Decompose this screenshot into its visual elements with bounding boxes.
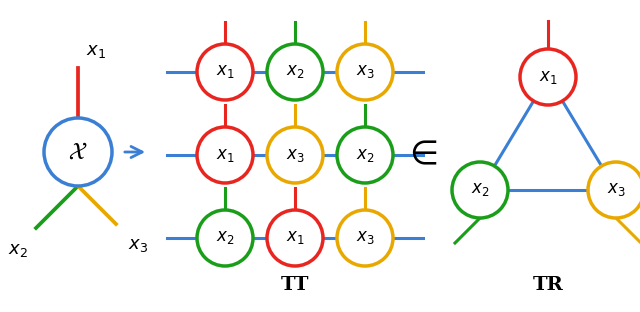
Text: $x_2$: $x_2$	[471, 182, 489, 198]
Circle shape	[337, 210, 393, 266]
Text: $x_3$: $x_3$	[356, 230, 374, 246]
Text: $x_1$: $x_1$	[285, 230, 305, 246]
Text: $x_1$: $x_1$	[216, 64, 234, 80]
Circle shape	[267, 127, 323, 183]
Circle shape	[267, 44, 323, 100]
Text: $x_3$: $x_3$	[607, 182, 625, 198]
Circle shape	[197, 210, 253, 266]
Circle shape	[44, 118, 112, 186]
Circle shape	[197, 44, 253, 100]
Text: $\in$: $\in$	[403, 139, 437, 171]
Text: $x_2$: $x_2$	[356, 147, 374, 163]
Text: $\mathcal{X}$: $\mathcal{X}$	[68, 140, 88, 164]
Circle shape	[267, 210, 323, 266]
Text: $x_2$: $x_2$	[285, 64, 304, 80]
Text: $x_1$: $x_1$	[216, 147, 234, 163]
Text: $x_2$: $x_2$	[8, 241, 28, 259]
Circle shape	[588, 162, 640, 218]
Text: $x_3$: $x_3$	[356, 64, 374, 80]
Text: TT: TT	[281, 276, 309, 294]
Circle shape	[520, 49, 576, 105]
Circle shape	[452, 162, 508, 218]
Circle shape	[337, 127, 393, 183]
Text: TR: TR	[532, 276, 563, 294]
Text: $x_1$: $x_1$	[86, 42, 106, 60]
Circle shape	[337, 44, 393, 100]
Text: $x_1$: $x_1$	[539, 69, 557, 85]
Text: $x_3$: $x_3$	[128, 236, 148, 254]
Text: $x_3$: $x_3$	[285, 147, 305, 163]
Text: $x_2$: $x_2$	[216, 230, 234, 246]
Circle shape	[197, 127, 253, 183]
